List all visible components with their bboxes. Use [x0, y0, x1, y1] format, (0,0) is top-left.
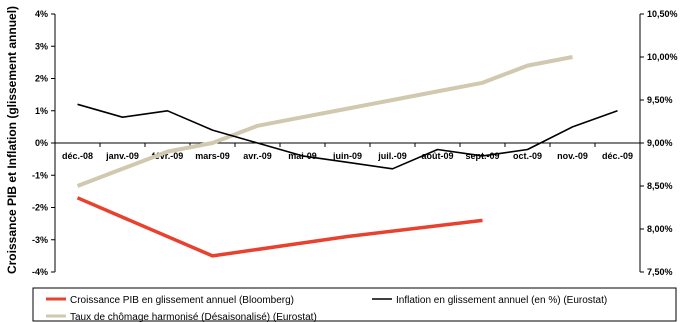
series-line-inflation [77, 103, 618, 170]
series-line-pib [76, 196, 483, 258]
right-tick-label: 10,50% [647, 9, 678, 19]
right-tick-label: 8,00% [647, 224, 673, 234]
x-tick-label: juil.-09 [377, 151, 407, 161]
legend: Croissance PIB en glissement annuel (Blo… [32, 287, 677, 322]
x-tick-label: déc.-08 [62, 151, 93, 161]
x-tick-label: août-09 [421, 151, 453, 161]
left-axis-title: Croissance PIB et Inflation (glissement … [5, 6, 19, 274]
x-tick-label: févr.-09 [152, 151, 184, 161]
left-tick-label: 2% [35, 74, 48, 84]
right-tick-label: 7,50% [647, 267, 673, 277]
left-tick-label: -3% [32, 235, 48, 245]
legend-label-inflation: Inflation en glissement annuel (en %) (E… [396, 295, 607, 306]
right-tick-label: 8,50% [647, 181, 673, 191]
left-tick-label: 4% [35, 9, 48, 19]
right-tick-label: 9,00% [647, 138, 673, 148]
legend-box [32, 287, 677, 322]
left-tick-label: 0% [35, 138, 48, 148]
series-line-chomage [76, 55, 573, 188]
x-tick-label: nov.-09 [557, 151, 588, 161]
x-tick-label: déc.-09 [602, 151, 633, 161]
left-tick-label: -4% [32, 267, 48, 277]
x-tick-label: avr.-09 [243, 151, 272, 161]
legend-label-pib: Croissance PIB en glissement annuel (Blo… [70, 295, 294, 306]
right-tick-label: 10,00% [647, 52, 678, 62]
x-tick-label: janv.-09 [105, 151, 139, 161]
x-tick-label: mars-09 [195, 151, 230, 161]
right-tick-label: 9,50% [647, 95, 673, 105]
legend-label-chomage: Taux de chômage harmonisé (Désaisonalisé… [70, 312, 317, 322]
x-tick-label: oct.-09 [513, 151, 542, 161]
left-tick-label: -2% [32, 203, 48, 213]
left-tick-label: 1% [35, 106, 48, 116]
left-tick-label: 3% [35, 41, 48, 51]
left-tick-label: -1% [32, 170, 48, 180]
x-tick-label: juin-09 [332, 151, 362, 161]
